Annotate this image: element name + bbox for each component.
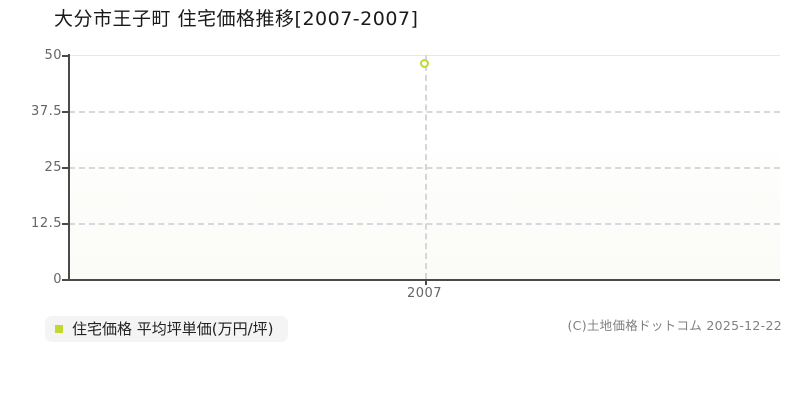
- y-tick-mark-0: [62, 279, 69, 281]
- x-axis-line: [68, 279, 780, 281]
- y-tick-label-0: 0: [53, 272, 62, 287]
- chart-legend[interactable]: 住宅価格 平均坪単価(万円/坪): [45, 316, 288, 342]
- y-tick-label-37-5: 37.5: [31, 104, 62, 119]
- x-tick-mark-2007: [424, 279, 427, 285]
- copyright-credit: (C)土地価格ドットコム 2025-12-22: [567, 318, 782, 333]
- y-tick-mark-25: [62, 167, 69, 169]
- data-point-2007[interactable]: [420, 59, 429, 69]
- x-tick-label-2007: 2007: [406, 286, 443, 301]
- plot-area: [69, 55, 780, 279]
- chart-title: 大分市王子町 住宅価格推移[2007-2007]: [54, 8, 419, 30]
- y-axis-line: [68, 54, 70, 280]
- y-tick-label-12-5: 12.5: [31, 216, 62, 231]
- legend-label-housing-price: 住宅価格 平均坪単価(万円/坪): [72, 320, 274, 338]
- legend-swatch-icon: [55, 325, 63, 333]
- y-tick-mark-12-5: [62, 223, 69, 225]
- y-tick-mark-37-5: [62, 111, 69, 113]
- gridline-category-2007: [424, 55, 427, 279]
- y-tick-label-25: 25: [44, 160, 62, 175]
- y-axis-labels: 50 37.5 25 12.5 0: [0, 0, 62, 400]
- y-tick-label-50: 50: [44, 48, 62, 63]
- y-tick-mark-50: [62, 55, 69, 57]
